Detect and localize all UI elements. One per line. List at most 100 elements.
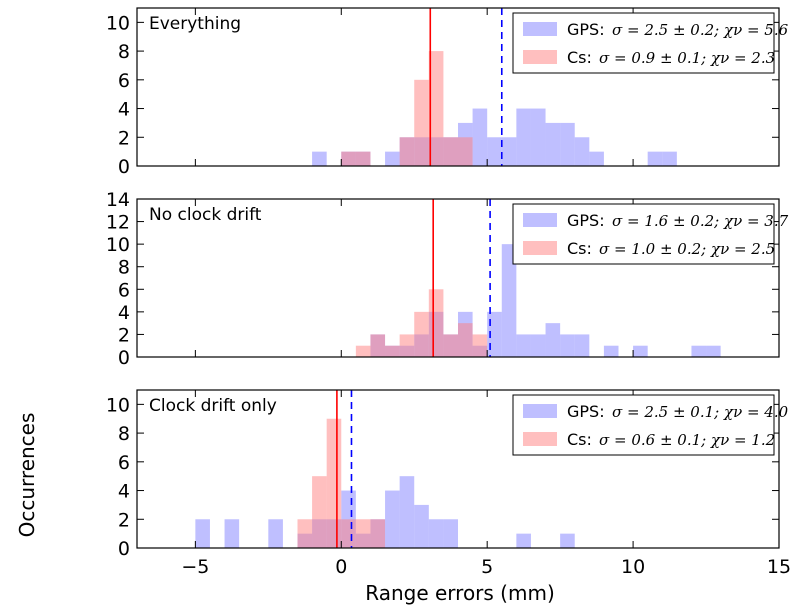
legend-series-name: GPS:	[567, 402, 605, 421]
bar-gps	[589, 151, 604, 166]
y-tick-label: 8	[118, 257, 130, 279]
legend-stats: σ = 1.6 ± 0.2; χν = 3.7	[612, 212, 789, 230]
x-tick-label: 0	[335, 556, 347, 578]
y-tick-label: 2	[118, 324, 130, 346]
panel-3: 0 2 4 6 8 10 Clock drift only GPS: σ = 2.5 ± 0.1…	[106, 389, 791, 578]
x-tick-label: 5	[481, 556, 493, 578]
axes-frame	[136, 198, 780, 358]
bar-gps	[501, 244, 517, 357]
panel-1: 0 2 4 6 8 10 Everything GPS: σ = 2.5 ± 0.2; χν =…	[106, 7, 789, 178]
bar-gps	[633, 345, 648, 357]
bar-gps	[530, 108, 546, 166]
y-tick-label: 4	[118, 99, 130, 121]
bar-cs	[458, 137, 473, 166]
legend: GPS: σ = 1.6 ± 0.2; χν = 3.7 Cs: σ = 1.0 ± …	[512, 203, 789, 265]
bar-gps	[545, 323, 561, 357]
y-tick-label: 2	[118, 127, 130, 149]
bar-gps	[545, 122, 561, 166]
bar-cs	[370, 519, 386, 548]
bar-cs	[472, 334, 488, 357]
y-tick-label: 10	[106, 394, 130, 416]
bar-gps	[385, 151, 400, 166]
bar-cs	[428, 289, 444, 357]
bar-cs	[341, 151, 356, 166]
y-tick-label: 6	[118, 70, 130, 92]
legend-swatch-cs	[523, 50, 557, 64]
y-tick-label: 4	[118, 481, 130, 503]
axes-frame	[136, 7, 780, 167]
y-tick-label: 6	[118, 279, 130, 301]
bar-cs	[341, 519, 356, 548]
y-axis-label: Occurrences	[15, 413, 39, 538]
bar-gps	[385, 490, 400, 548]
bar-cs	[355, 151, 371, 166]
bar-gps	[530, 334, 546, 357]
bar-gps	[268, 519, 283, 548]
legend-swatch-gps	[523, 22, 557, 36]
bar-cs	[370, 334, 386, 357]
bar-gps	[428, 519, 444, 548]
y-tick-label: 10	[106, 12, 130, 34]
panel-title: No clock drift	[149, 205, 262, 225]
bar-gps	[312, 151, 327, 166]
bar-gps	[691, 345, 707, 357]
bar-cs	[443, 334, 458, 357]
series-cs	[355, 289, 488, 357]
legend: GPS: σ = 2.5 ± 0.1; χν = 4.0 Cs: σ = 0.6 ± …	[512, 394, 789, 456]
bar-gps	[516, 533, 531, 548]
bar-gps	[472, 108, 488, 166]
bar-gps	[560, 533, 575, 548]
series-cs	[297, 418, 386, 548]
legend-stats: σ = 0.9 ± 0.1; χν = 2.3	[599, 49, 775, 67]
legend-series-name: GPS:	[567, 20, 605, 39]
panel-title: Everything	[149, 14, 241, 34]
y-tick-label: 0	[118, 347, 130, 369]
y-tick-label: 8	[118, 41, 130, 63]
bar-cs	[458, 323, 473, 357]
bar-gps	[574, 137, 590, 166]
legend-stats: σ = 0.6 ± 0.1; χν = 1.2	[599, 431, 775, 449]
y-tick-label: 2	[118, 509, 130, 531]
bar-cs	[414, 79, 429, 166]
bar-gps	[647, 151, 663, 166]
legend-swatch-gps	[523, 404, 557, 418]
legend-series-name: Cs:	[567, 239, 592, 258]
panel-title: Clock drift only	[149, 396, 277, 416]
bar-gps	[195, 519, 210, 548]
bar-gps	[560, 334, 575, 357]
bar-cs	[297, 519, 313, 548]
bar-gps	[443, 519, 458, 548]
legend-stats: σ = 2.5 ± 0.2; χν = 5.6	[612, 21, 789, 39]
y-tick-label: 0	[118, 156, 130, 178]
x-tick-label: 15	[767, 556, 791, 578]
legend-series-name: GPS:	[567, 211, 605, 230]
bar-cs	[355, 345, 371, 357]
series-cs	[341, 51, 473, 166]
y-tick-label: 14	[106, 189, 130, 211]
bar-cs	[326, 418, 342, 548]
bar-gps	[516, 108, 531, 166]
bar-cs	[385, 345, 400, 357]
legend-series-name: Cs:	[567, 430, 592, 449]
bar-gps	[487, 137, 502, 166]
y-tick-label: 6	[118, 452, 130, 474]
bar-cs	[355, 519, 371, 548]
legend: GPS: σ = 2.5 ± 0.2; χν = 5.6 Cs: σ = 0.9 ± …	[512, 12, 789, 74]
bar-gps	[516, 334, 531, 357]
legend-stats: σ = 2.5 ± 0.1; χν = 4.0	[612, 403, 789, 421]
bar-gps	[603, 345, 619, 357]
bar-cs	[399, 137, 415, 166]
bar-cs	[414, 311, 429, 357]
bar-gps	[574, 334, 590, 357]
bar-gps	[662, 151, 677, 166]
bar-cs	[428, 51, 444, 166]
bar-gps	[501, 137, 517, 166]
legend-series-name: Cs:	[567, 48, 592, 67]
legend-stats: σ = 1.0 ± 0.2; χν = 2.5	[599, 240, 775, 258]
bar-cs	[312, 476, 327, 548]
x-axis-label: Range errors (mm)	[365, 581, 555, 605]
bar-cs	[399, 334, 415, 357]
